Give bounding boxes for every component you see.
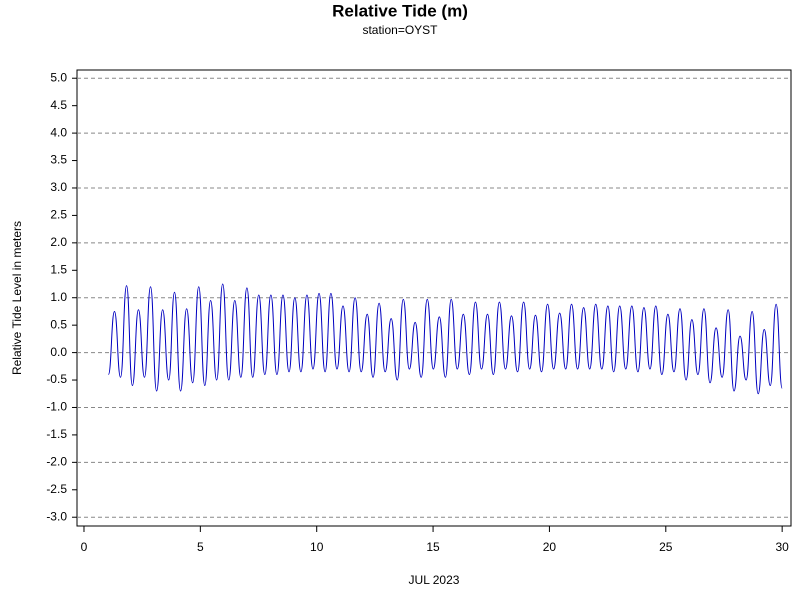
- y-tick-label: -2.0: [46, 455, 67, 469]
- y-tick-label: 1.0: [50, 290, 67, 304]
- y-tick-label: 3.0: [50, 180, 67, 194]
- y-tick-label: 2.0: [50, 235, 67, 249]
- y-tick-label: 3.5: [50, 153, 67, 167]
- y-tick-label: 1.5: [50, 262, 67, 276]
- y-tick-label: -2.5: [46, 482, 67, 496]
- x-tick-label: 0: [81, 540, 88, 554]
- chart-title: Relative Tide (m): [332, 1, 468, 20]
- tide-line: [107, 283, 783, 395]
- x-tick-label: 5: [197, 540, 204, 554]
- x-tick-label: 20: [543, 540, 557, 554]
- y-tick-label: 4.5: [50, 98, 67, 112]
- x-axis-label: JUL 2023: [409, 573, 460, 587]
- y-tick-label: -1.5: [46, 427, 67, 441]
- x-tick-label: 15: [426, 540, 440, 554]
- x-tick-label: 30: [775, 540, 789, 554]
- y-tick-label: 5.0: [50, 70, 67, 84]
- y-tick-label: -3.0: [46, 509, 67, 523]
- y-tick-label: -0.5: [46, 372, 67, 386]
- x-tick-label: 10: [310, 540, 324, 554]
- chart-subtitle: station=OYST: [362, 23, 438, 37]
- y-tick-label: -1.0: [46, 400, 67, 414]
- y-tick-label: 0.0: [50, 345, 67, 359]
- y-tick-label: 2.5: [50, 208, 67, 222]
- y-tick-label: 0.5: [50, 317, 67, 331]
- y-axis-label: Relative Tide Level in meters: [10, 221, 24, 375]
- x-tick-label: 25: [659, 540, 673, 554]
- y-tick-label: 4.0: [50, 125, 67, 139]
